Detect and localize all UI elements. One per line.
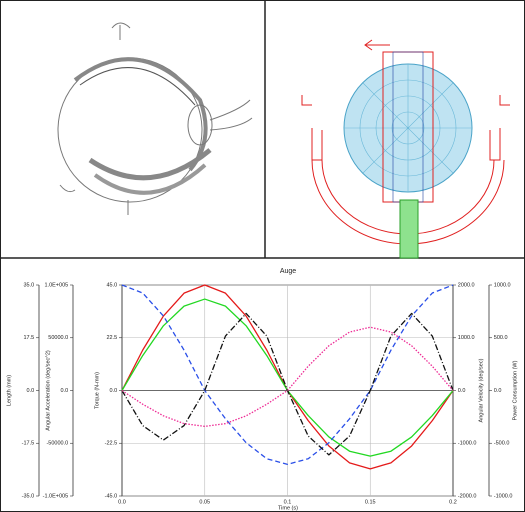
x-tick-label: 0.15 <box>365 499 376 505</box>
x-tick-label: 0.05 <box>199 499 210 505</box>
axis-label: Length (mm) <box>6 375 12 406</box>
axis-label: Angular Velocity (deg/sec) <box>478 358 484 422</box>
y-tick-label: 0.0 <box>27 388 35 394</box>
y-tick-label: 0.0 <box>458 388 466 394</box>
x-axis-label: Time (s) <box>278 505 298 511</box>
screenshot: Auge Time (s) 0.0 0.05 0.1 0.15 0.2 -35.0 -17.… <box>0 0 525 512</box>
axis-label: Power Consumption (W) <box>512 360 518 420</box>
x-tick-label: 0.1 <box>284 499 292 505</box>
axis-label: Torque (N-mm) <box>94 372 100 409</box>
x-tick-label: 0.2 <box>449 499 457 505</box>
y-tick-label: 17.5 <box>23 335 34 341</box>
y-tick-label: 45.0 <box>106 282 117 288</box>
y-tick-label: -2000.0 <box>458 493 477 499</box>
y-tick-label: -1.0E+005 <box>43 493 69 499</box>
y-tick-label: 22.5 <box>106 335 117 341</box>
chart-title: Auge <box>280 268 296 275</box>
y-tick-label: 1000.0 <box>458 335 475 341</box>
y-tick-label: -35.0 <box>22 493 35 499</box>
y-tick-label: -1000.0 <box>458 441 477 447</box>
x-tick-label: 0.0 <box>118 499 126 505</box>
y-tick-label: 1000.0 <box>494 282 511 288</box>
y-tick-label: -1000.0 <box>494 493 513 499</box>
y-tick-label: 0.0 <box>494 388 502 394</box>
y-tick-label: 2000.0 <box>458 282 475 288</box>
y-tick-label: 500.0 <box>494 335 508 341</box>
y-tick-label: -22.5 <box>105 441 118 447</box>
y-tick-label: 0.0 <box>110 388 118 394</box>
y-tick-label: 50000.0 <box>48 335 68 341</box>
y-tick-label: -50000.0 <box>46 441 68 447</box>
y-tick-label: -500.0 <box>494 441 510 447</box>
y-tick-label: -45.0 <box>105 493 118 499</box>
y-tick-label: 1.0E+005 <box>44 282 68 288</box>
y-tick-label: 35.0 <box>23 282 34 288</box>
axis-label: Angular Acceleration (deg/sec^2) <box>45 350 51 431</box>
y-tick-label: -17.5 <box>22 441 35 447</box>
y-tick-label: 0.0 <box>61 388 69 394</box>
